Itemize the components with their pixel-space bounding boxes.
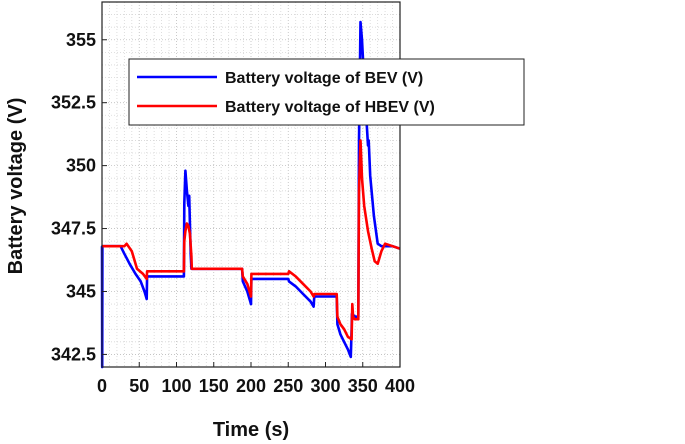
y-axis-title: Battery voltage (V) — [5, 98, 27, 275]
y-tick-label: 350 — [66, 156, 96, 176]
y-tick-label: 352.5 — [51, 93, 96, 113]
x-tick-label: 150 — [199, 376, 229, 396]
x-tick-label: 300 — [310, 376, 340, 396]
x-tick-label: 50 — [129, 376, 149, 396]
legend-entry-label: Battery voltage of BEV (V) — [225, 70, 423, 87]
axis-ticks: 0 50 100 150 200 250 300 350 400 342.5 345 347.5 350… — [51, 30, 415, 396]
x-tick-label: 0 — [97, 376, 107, 396]
legend: Battery voltage of BEV (V) Battery voltag… — [128, 58, 525, 126]
series-line-hbev — [102, 139, 401, 341]
x-axis-title: Time (s) — [213, 419, 289, 441]
x-tick-label: 400 — [385, 376, 415, 396]
legend-entry-label: Battery voltage of HBEV (V) — [225, 99, 435, 116]
y-tick-label: 355 — [66, 30, 96, 50]
y-tick-label: 347.5 — [51, 219, 96, 239]
x-tick-label: 250 — [273, 376, 303, 396]
x-tick-label: 200 — [236, 376, 266, 396]
y-tick-label: 345 — [66, 281, 96, 301]
legend-box — [128, 58, 525, 126]
y-tick-label: 342.5 — [51, 344, 96, 364]
x-tick-label: 100 — [161, 376, 191, 396]
x-tick-label: 350 — [348, 376, 378, 396]
